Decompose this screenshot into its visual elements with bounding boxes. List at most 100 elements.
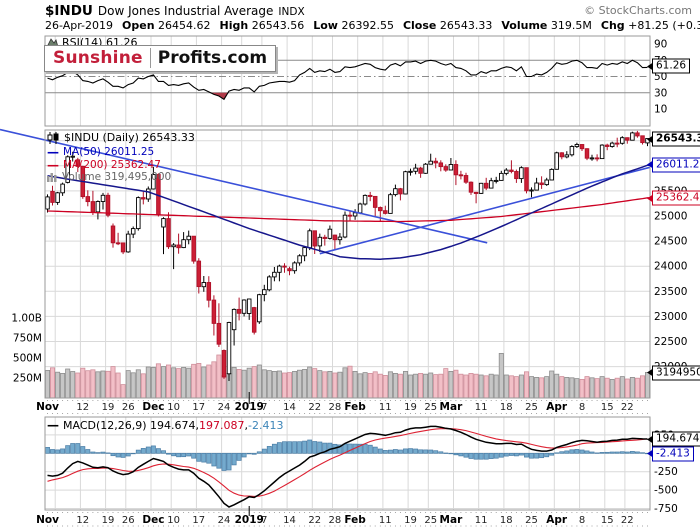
- rsi-axis-labels: 9070503010: [654, 39, 667, 116]
- svg-text:Mar: Mar: [440, 401, 464, 413]
- panel-borders: [44, 35, 651, 511]
- svg-text:7: 7: [261, 402, 267, 413]
- svg-text:Feb: Feb: [344, 514, 366, 526]
- svg-text:19: 19: [404, 515, 417, 526]
- quote-summary-row: 26-Apr-2019 Open 26454.62 High 26543.56 …: [45, 18, 700, 32]
- volume-bars-icon: [47, 172, 58, 182]
- svg-text:22: 22: [308, 402, 321, 413]
- volume-bars: [45, 352, 651, 399]
- macd-value-badge: 194.674: [646, 431, 700, 447]
- macd-legend: — MACD(12,26,9) 194.674, 197.087, -2.413: [47, 418, 284, 432]
- open-pair: Open 26454.62: [122, 18, 211, 32]
- svg-text:11: 11: [379, 402, 392, 413]
- svg-text:8: 8: [579, 402, 585, 413]
- svg-text:26: 26: [122, 402, 135, 413]
- macd-legend-name: MACD(12,26,9): [63, 418, 147, 432]
- macd-hist-badge: -2.413: [647, 446, 694, 461]
- volume-legend: Volume 319,495,000: [47, 171, 171, 183]
- svg-text:10: 10: [167, 402, 180, 413]
- svg-text:18: 18: [500, 402, 513, 413]
- svg-text:-750: -750: [654, 503, 678, 515]
- svg-text:-500: -500: [654, 485, 678, 497]
- svg-text:250M: 250M: [13, 373, 42, 385]
- svg-text:11: 11: [379, 515, 392, 526]
- svg-text:30: 30: [654, 87, 667, 99]
- trendline-ascending-support: [319, 166, 651, 255]
- svg-text:15: 15: [601, 402, 614, 413]
- price-legend: $INDU (Daily) 26543.33: [47, 131, 195, 144]
- logo-part-sunshine: Sunshine: [53, 48, 143, 68]
- horizontal-gridlines: [45, 140, 650, 509]
- svg-text:22500: 22500: [654, 336, 687, 348]
- svg-text:19: 19: [102, 515, 115, 526]
- svg-text:24500: 24500: [654, 236, 687, 248]
- ma200-legend-label: MA(200) 25362.47: [63, 159, 161, 171]
- svg-text:750M: 750M: [13, 333, 42, 345]
- ma200-line-swatch: —: [47, 158, 59, 172]
- change-pair: Chg +81.25 (+0.31%): [600, 18, 700, 32]
- svg-text:11: 11: [475, 515, 488, 526]
- svg-text:Nov: Nov: [36, 401, 59, 413]
- svg-text:22: 22: [308, 515, 321, 526]
- svg-text:19: 19: [404, 402, 417, 413]
- macd-value: 194.674: [150, 418, 196, 432]
- svg-text:-250: -250: [654, 466, 678, 478]
- svg-text:500M: 500M: [13, 353, 42, 365]
- svg-text:17: 17: [192, 402, 205, 413]
- ma200-value-badge: 25362.47: [646, 190, 700, 206]
- svg-text:25000: 25000: [654, 211, 687, 223]
- macd-hist-value: -2.413: [248, 418, 284, 432]
- svg-text:18: 18: [500, 515, 513, 526]
- svg-text:22: 22: [621, 515, 634, 526]
- svg-text:25: 25: [525, 402, 538, 413]
- svg-text:19: 19: [102, 402, 115, 413]
- svg-text:Feb: Feb: [344, 401, 366, 413]
- x-axis-ticks: [47, 400, 648, 527]
- last-price-badge: 26543.33: [646, 131, 700, 147]
- svg-text:22: 22: [621, 402, 634, 413]
- svg-text:24: 24: [218, 402, 231, 413]
- volume-pair: Volume 319.5M: [501, 18, 592, 32]
- close-pair: Close 26543.33: [402, 18, 493, 32]
- macd-line-swatch: —: [47, 418, 59, 432]
- sunshine-profits-logo: Sunshine Profits.com: [44, 45, 277, 72]
- logo-divider: [149, 48, 151, 68]
- macd-signal-line: [47, 428, 648, 497]
- svg-text:25: 25: [424, 402, 437, 413]
- svg-text:Dec: Dec: [142, 401, 164, 413]
- svg-text:24: 24: [218, 515, 231, 526]
- quote-date: 26-Apr-2019: [45, 18, 114, 32]
- exchange-label: INDX: [278, 6, 305, 18]
- ma50-legend: — MA(50) 26011.25: [47, 145, 154, 159]
- volume-legend-label: Volume 319,495,000: [62, 171, 172, 183]
- candlestick-style-icon: [47, 131, 60, 144]
- price-legend-label: $INDU (Daily) 26543.33: [64, 131, 195, 144]
- svg-text:11: 11: [475, 402, 488, 413]
- svg-text:2019: 2019: [235, 401, 264, 413]
- ticker-symbol: $INDU: [45, 3, 93, 19]
- macd-histogram: [45, 439, 650, 471]
- svg-text:26: 26: [122, 515, 135, 526]
- svg-text:17: 17: [192, 515, 205, 526]
- ma50-line: [47, 164, 653, 260]
- svg-text:50: 50: [654, 71, 667, 83]
- svg-text:14: 14: [283, 515, 296, 526]
- svg-text:12: 12: [76, 515, 89, 526]
- ma50-value-badge: 26011.25: [646, 157, 700, 172]
- ma50-line-swatch: —: [47, 145, 59, 159]
- svg-text:12: 12: [76, 402, 89, 413]
- svg-text:14: 14: [283, 402, 296, 413]
- macd-line: [47, 425, 648, 508]
- svg-text:Dec: Dec: [142, 514, 164, 526]
- svg-text:23000: 23000: [654, 311, 687, 323]
- high-pair: High 26543.56: [219, 18, 305, 32]
- svg-text:Mar: Mar: [440, 514, 464, 526]
- svg-text:10: 10: [654, 104, 667, 116]
- volume-axis-labels: 1.00B 750M 500M 250M: [11, 313, 42, 385]
- svg-text:10: 10: [167, 515, 180, 526]
- svg-text:Apr: Apr: [546, 401, 568, 413]
- svg-text:1.00B: 1.00B: [11, 313, 42, 325]
